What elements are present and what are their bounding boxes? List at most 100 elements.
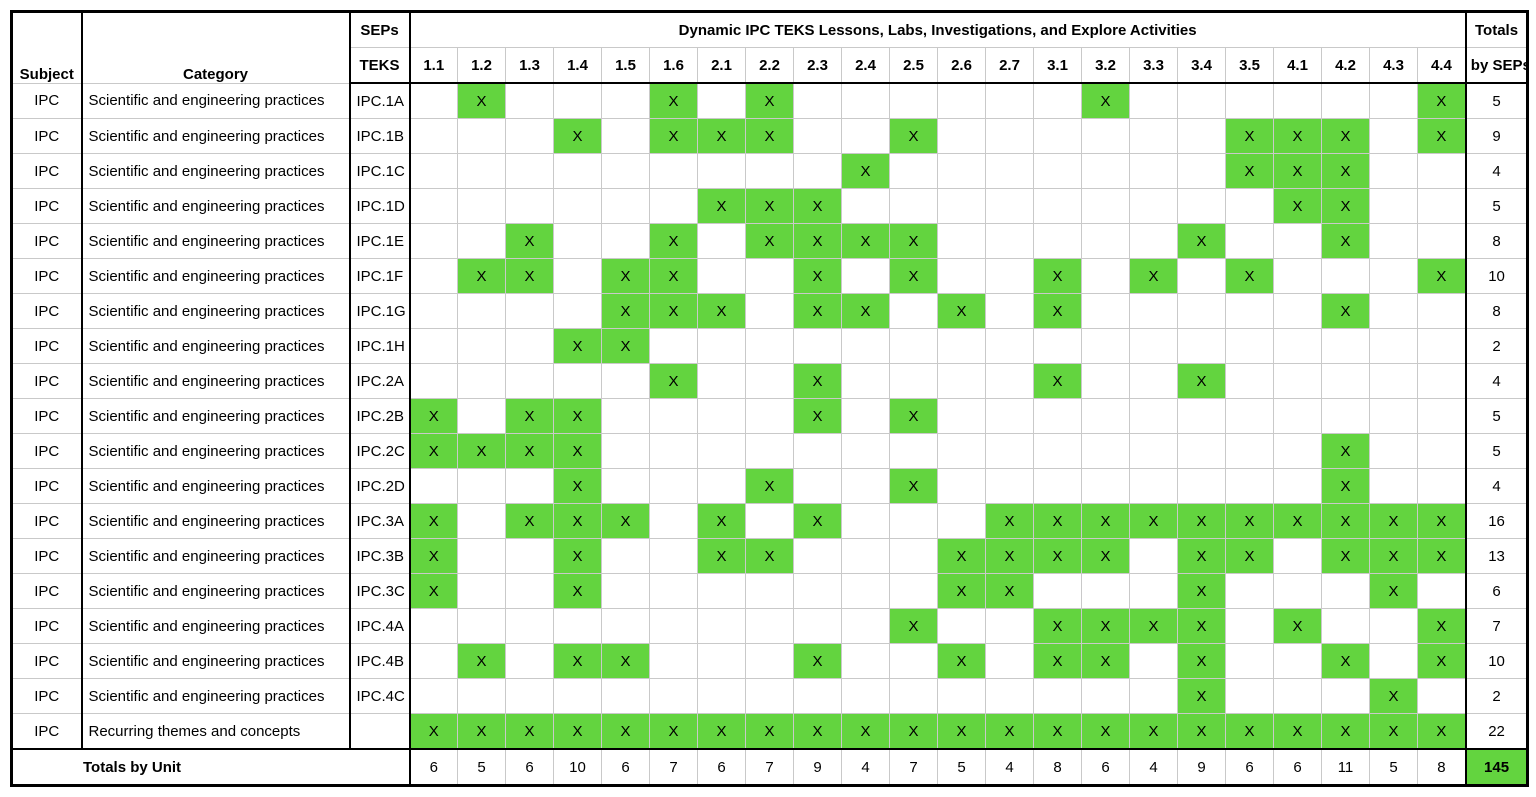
cell-mark (1082, 329, 1130, 364)
cell-mark (986, 469, 1034, 504)
cell-mark (506, 469, 554, 504)
cell-mark (1034, 679, 1082, 714)
cell-mark (890, 434, 938, 469)
cell-mark (746, 644, 794, 679)
cell-mark: X (602, 644, 650, 679)
cell-mark (1274, 329, 1322, 364)
cell-mark (1226, 574, 1274, 609)
cell-category: Scientific and engineering practices (82, 399, 350, 434)
cell-mark (938, 224, 986, 259)
cell-mark (1370, 609, 1418, 644)
cell-row-total: 9 (1466, 119, 1528, 154)
cell-mark: X (650, 83, 698, 119)
cell-mark (1274, 224, 1322, 259)
cell-mark: X (1130, 504, 1178, 539)
cell-mark (1370, 224, 1418, 259)
cell-mark (1178, 329, 1226, 364)
cell-mark (986, 364, 1034, 399)
cell-mark (1034, 574, 1082, 609)
cell-mark (938, 189, 986, 224)
cell-mark: X (794, 504, 842, 539)
cell-mark (986, 259, 1034, 294)
cell-mark (1034, 83, 1082, 119)
cell-mark (602, 609, 650, 644)
cell-mark: X (1274, 714, 1322, 750)
cell-mark: X (1034, 364, 1082, 399)
cell-mark: X (890, 714, 938, 750)
cell-mark (1082, 434, 1130, 469)
cell-mark (1082, 119, 1130, 154)
unit-header: 4.4 (1418, 48, 1466, 84)
cell-mark: X (1322, 294, 1370, 329)
cell-mark (1370, 119, 1418, 154)
cell-mark (938, 469, 986, 504)
cell-mark (1226, 644, 1274, 679)
cell-mark (986, 83, 1034, 119)
cell-mark (1370, 399, 1418, 434)
cell-mark (1226, 399, 1274, 434)
cell-category: Scientific and engineering practices (82, 294, 350, 329)
unit-total: 6 (1226, 749, 1274, 786)
cell-mark: X (1418, 259, 1466, 294)
unit-header: 2.3 (794, 48, 842, 84)
cell-mark: X (938, 644, 986, 679)
cell-mark (410, 469, 458, 504)
cell-mark: X (890, 399, 938, 434)
cell-mark (1178, 189, 1226, 224)
cell-mark (1178, 83, 1226, 119)
cell-mark: X (554, 329, 602, 364)
cell-mark: X (650, 294, 698, 329)
cell-mark: X (1082, 714, 1130, 750)
unit-header: 4.2 (1322, 48, 1370, 84)
cell-mark (1082, 294, 1130, 329)
unit-total: 5 (1370, 749, 1418, 786)
cell-mark: X (1322, 469, 1370, 504)
cell-category: Scientific and engineering practices (82, 154, 350, 189)
cell-mark (794, 434, 842, 469)
cell-mark: X (506, 714, 554, 750)
cell-mark: X (1034, 504, 1082, 539)
cell-mark (890, 364, 938, 399)
cell-mark (410, 329, 458, 364)
cell-mark: X (794, 189, 842, 224)
cell-mark (794, 329, 842, 364)
cell-mark (410, 83, 458, 119)
cell-mark: X (1178, 224, 1226, 259)
cell-mark (842, 119, 890, 154)
cell-mark: X (650, 119, 698, 154)
cell-mark (1274, 539, 1322, 574)
cell-row-total: 2 (1466, 329, 1528, 364)
cell-mark: X (698, 504, 746, 539)
cell-mark (602, 364, 650, 399)
cell-mark: X (1034, 609, 1082, 644)
cell-mark (650, 539, 698, 574)
cell-mark: X (554, 714, 602, 750)
totals-by-unit-label: Totals by Unit (12, 749, 410, 786)
cell-subject: IPC (12, 399, 82, 434)
cell-mark (986, 154, 1034, 189)
cell-mark: X (986, 504, 1034, 539)
cell-mark (842, 83, 890, 119)
cell-mark (842, 539, 890, 574)
cell-mark (1034, 154, 1082, 189)
cell-mark (1418, 329, 1466, 364)
cell-seps: IPC.2D (350, 469, 410, 504)
cell-mark (1274, 399, 1322, 434)
cell-mark (410, 644, 458, 679)
cell-mark (1130, 224, 1178, 259)
cell-mark (1082, 154, 1130, 189)
cell-mark: X (986, 714, 1034, 750)
cell-mark: X (506, 259, 554, 294)
cell-subject: IPC (12, 504, 82, 539)
cell-mark: X (602, 504, 650, 539)
cell-seps: IPC.4A (350, 609, 410, 644)
unit-total: 4 (986, 749, 1034, 786)
cell-mark (458, 469, 506, 504)
cell-mark (554, 679, 602, 714)
cell-seps: IPC.2A (350, 364, 410, 399)
cell-mark: X (1082, 644, 1130, 679)
cell-mark: X (410, 714, 458, 750)
cell-category: Scientific and engineering practices (82, 83, 350, 119)
cell-row-total: 4 (1466, 469, 1528, 504)
cell-mark (506, 294, 554, 329)
